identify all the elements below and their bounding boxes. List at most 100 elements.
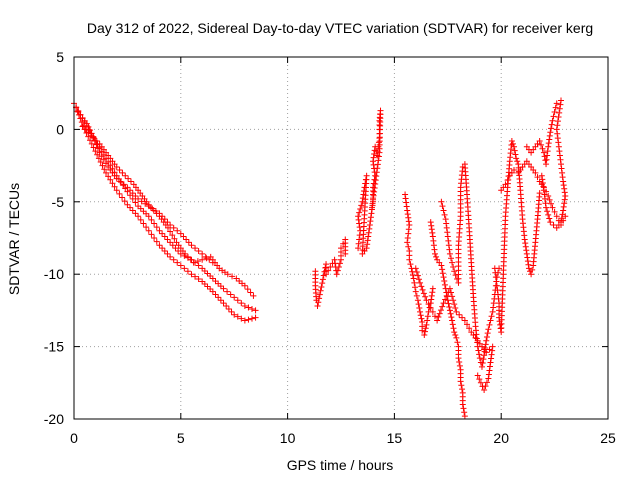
data-point: [543, 161, 550, 168]
data-point: [482, 345, 489, 352]
data-point: [252, 307, 259, 314]
data-point: [413, 292, 420, 299]
data-point: [404, 211, 411, 218]
data-point: [127, 204, 134, 211]
data-point: [427, 219, 434, 226]
data-point: [171, 235, 178, 242]
data-point: [212, 291, 219, 298]
data-point: [88, 132, 95, 139]
data-point: [511, 147, 518, 154]
data-point: [444, 297, 451, 304]
data-point: [483, 379, 490, 386]
data-point: [439, 203, 446, 210]
data-point: [140, 208, 147, 215]
data-point: [188, 271, 195, 278]
chart-title: Day 312 of 2022, Sidereal Day-to-day VTE…: [87, 20, 593, 36]
data-point: [525, 261, 532, 268]
data-point: [137, 216, 144, 223]
data-point: [425, 301, 432, 308]
data-point: [449, 317, 456, 324]
data-point: [153, 210, 160, 217]
data-point: [140, 220, 147, 227]
data-point: [231, 294, 238, 301]
data-point: [540, 149, 547, 156]
data-point: [554, 118, 561, 125]
data-point: [116, 166, 123, 173]
data-point: [125, 175, 132, 182]
data-point: [234, 297, 241, 304]
data-point: [450, 263, 457, 270]
data-point: [417, 312, 424, 319]
data-point: [497, 321, 504, 328]
data-point: [402, 195, 409, 202]
data-point: [439, 303, 446, 310]
data-point: [509, 140, 516, 147]
data-point: [135, 195, 142, 202]
data-point: [207, 273, 214, 280]
data-point: [79, 123, 86, 130]
x-tick-label: 25: [600, 430, 616, 446]
data-point: [129, 195, 136, 202]
data-point: [414, 272, 421, 279]
data-point: [167, 228, 174, 235]
data-point: [209, 288, 216, 295]
data-point: [143, 210, 150, 217]
x-tick-label: 10: [280, 430, 296, 446]
data-point: [167, 253, 174, 260]
data-point: [161, 233, 168, 240]
data-point: [546, 132, 553, 139]
data-point: [85, 129, 92, 136]
data-point: [207, 286, 214, 293]
data-point: [556, 109, 563, 116]
data-point: [359, 198, 366, 205]
data-point: [252, 314, 259, 321]
data-point: [170, 224, 177, 231]
data-point: [558, 161, 565, 168]
data-point: [188, 242, 195, 249]
data-point: [366, 225, 373, 232]
data-point: [479, 383, 486, 390]
data-point: [317, 287, 324, 294]
data-point: [456, 311, 463, 318]
data-point: [556, 148, 563, 155]
data-point: [367, 218, 374, 225]
data-point: [156, 242, 163, 249]
data-point: [543, 204, 550, 211]
data-point: [560, 182, 567, 189]
data-point: [96, 149, 103, 156]
data-point: [553, 126, 560, 133]
data-point: [412, 288, 419, 295]
data-point: [249, 315, 255, 322]
data-point: [204, 283, 211, 290]
data-point: [444, 229, 451, 236]
data-point: [241, 317, 248, 324]
data-point: [327, 263, 334, 270]
data-point: [492, 274, 499, 281]
data-point: [93, 137, 100, 144]
data-point: [410, 275, 417, 282]
data-point: [433, 253, 440, 260]
data-point: [164, 224, 171, 231]
data-point: [74, 108, 81, 115]
data-point: [132, 210, 139, 217]
data-point: [404, 235, 411, 241]
data-point: [446, 304, 453, 311]
data-point: [356, 209, 363, 216]
data-point: [464, 321, 471, 328]
data-point: [489, 347, 496, 354]
data-point: [335, 263, 342, 270]
data-point: [449, 293, 456, 300]
data-point: [153, 224, 160, 231]
data-point: [553, 224, 560, 231]
data-point: [358, 202, 365, 209]
data-point: [461, 413, 468, 420]
data-point: [88, 140, 95, 147]
y-tick-label: -20: [44, 411, 64, 427]
data-point: [355, 245, 362, 252]
data-point: [418, 315, 425, 322]
data-point: [437, 307, 444, 314]
data-point: [372, 181, 379, 188]
data-point: [446, 307, 453, 314]
data-point: [120, 181, 127, 188]
data-point: [223, 303, 230, 310]
